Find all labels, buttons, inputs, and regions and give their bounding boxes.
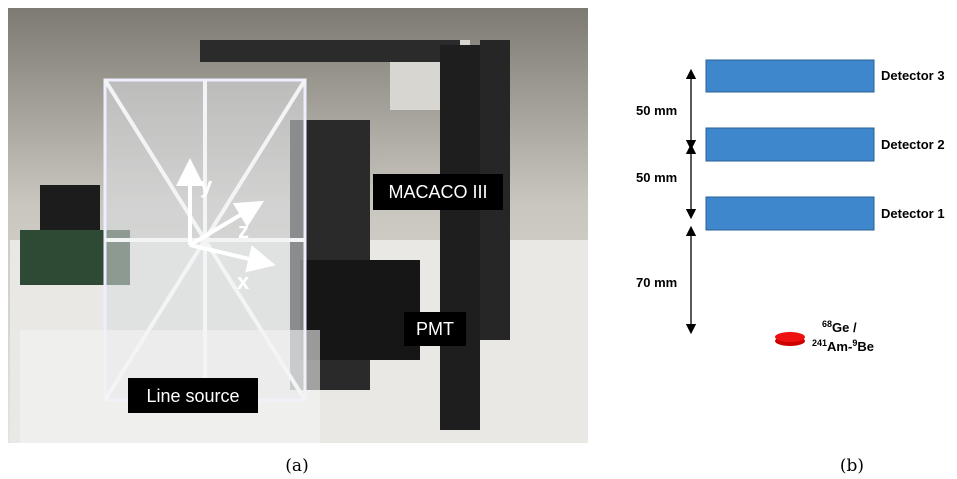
detector (705, 196, 875, 231)
diagram: Detector 3 Detector 2 Detector 1 50 mm 5… (636, 59, 945, 354)
source-text: Ge / (832, 320, 857, 335)
caption: (b) (840, 456, 864, 476)
detector (705, 59, 875, 93)
superscript: 241 (812, 338, 827, 348)
detector-label: Detector 2 (881, 137, 945, 152)
superscript: 68 (822, 319, 832, 329)
source-label: 68Ge / (822, 319, 857, 335)
photo-label: MACACO III (388, 182, 487, 202)
distance-label: 50 mm (636, 103, 677, 118)
detector-label: Detector 1 (881, 206, 945, 221)
detector-label: Detector 3 (881, 68, 945, 83)
photo: y z x MACACO III PMT Line source (8, 8, 588, 443)
detector (705, 127, 875, 162)
source-text: Be (857, 339, 874, 354)
axis-label: y (200, 173, 213, 198)
source-label: 241Am-9Be (812, 338, 874, 354)
superscript: 9 (852, 338, 857, 348)
distance-label: 70 mm (636, 275, 677, 290)
caption: (a) (285, 456, 308, 476)
axis-label: z (238, 218, 249, 243)
axis-label: x (237, 269, 250, 294)
distance-label: 50 mm (636, 170, 677, 185)
source-text: Am- (827, 339, 852, 354)
photo-label: Line source (146, 386, 239, 406)
photo-label: PMT (416, 319, 454, 339)
